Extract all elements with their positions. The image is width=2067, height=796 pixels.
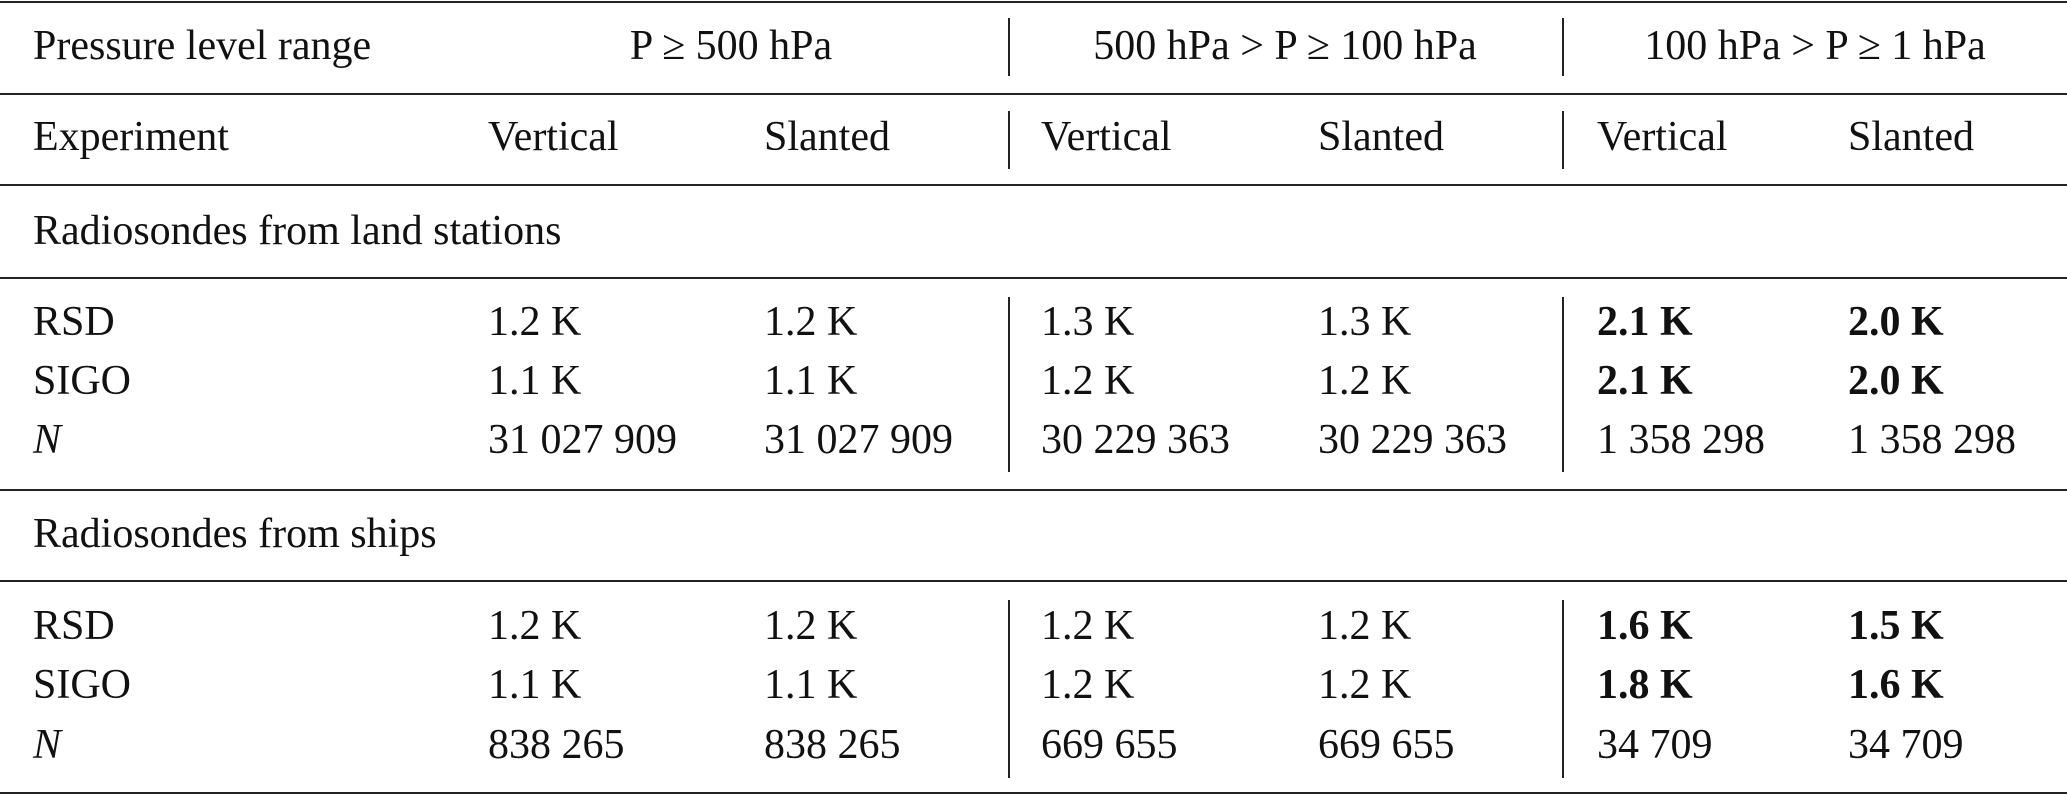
cell: 2.0 K xyxy=(1848,358,1944,404)
cell: 1.2 K xyxy=(1318,603,1412,649)
row-label: N xyxy=(33,722,62,768)
header-cell: Vertical xyxy=(1041,114,1172,160)
rule xyxy=(0,1,2067,3)
rule xyxy=(0,93,2067,95)
header-cell: Slanted xyxy=(1848,114,1974,160)
cell: 31 027 909 xyxy=(488,417,677,463)
header-cell: Experiment xyxy=(33,114,229,160)
rule xyxy=(0,184,2067,186)
separator xyxy=(1562,18,1564,76)
rule xyxy=(0,792,2067,794)
separator xyxy=(1562,111,1564,169)
cell: 1.2 K xyxy=(1041,603,1135,649)
rule xyxy=(0,277,2067,279)
cell: 669 655 xyxy=(1041,722,1178,768)
separator xyxy=(1008,111,1010,169)
cell: 1.5 K xyxy=(1848,603,1944,649)
cell: 1.2 K xyxy=(1318,358,1412,404)
cell: 838 265 xyxy=(488,722,625,768)
rule xyxy=(0,580,2067,582)
header-cell: Slanted xyxy=(1318,114,1444,160)
header-cell: Vertical xyxy=(488,114,619,160)
header-cell: 500 hPa > P ≥ 100 hPa xyxy=(1093,23,1477,69)
cell: 838 265 xyxy=(764,722,901,768)
separator xyxy=(1008,18,1010,76)
cell: 34 709 xyxy=(1597,722,1713,768)
cell: 30 229 363 xyxy=(1318,417,1507,463)
cell: 1.2 K xyxy=(488,299,582,345)
cell: 1.2 K xyxy=(1318,662,1412,708)
cell: 1.2 K xyxy=(1041,662,1135,708)
row-label: SIGO xyxy=(33,662,132,708)
cell: 30 229 363 xyxy=(1041,417,1230,463)
cell: 1.3 K xyxy=(1318,299,1412,345)
header-cell: Vertical xyxy=(1597,114,1728,160)
separator xyxy=(1008,297,1010,472)
row-label: RSD xyxy=(33,299,115,345)
cell: 1.1 K xyxy=(764,358,858,404)
cell: 1 358 298 xyxy=(1848,417,2016,463)
cell: 1.8 K xyxy=(1597,662,1693,708)
cell: 1.6 K xyxy=(1848,662,1944,708)
row-label: N xyxy=(33,417,62,463)
cell: 1.1 K xyxy=(488,358,582,404)
cell: 31 027 909 xyxy=(764,417,953,463)
cell: 1.1 K xyxy=(488,662,582,708)
cell: 2.1 K xyxy=(1597,358,1693,404)
section-title: Radiosondes from land stations xyxy=(33,208,562,254)
cell: 1.2 K xyxy=(764,603,858,649)
rule xyxy=(0,489,2067,491)
row-label: RSD xyxy=(33,603,115,649)
separator xyxy=(1008,600,1010,778)
cell: 2.0 K xyxy=(1848,299,1944,345)
section-title: Radiosondes from ships xyxy=(33,511,437,557)
header-cell: 100 hPa > P ≥ 1 hPa xyxy=(1644,23,1986,69)
cell: 2.1 K xyxy=(1597,299,1693,345)
separator xyxy=(1562,297,1564,472)
cell: 34 709 xyxy=(1848,722,1964,768)
header-cell: Pressure level range xyxy=(33,23,372,69)
row-label: SIGO xyxy=(33,358,132,404)
cell: 1.2 K xyxy=(488,603,582,649)
header-cell: P ≥ 500 hPa xyxy=(629,23,833,69)
separator xyxy=(1562,600,1564,778)
cell: 1.2 K xyxy=(1041,358,1135,404)
cell: 1.6 K xyxy=(1597,603,1693,649)
cell: 1.2 K xyxy=(764,299,858,345)
cell: 1.1 K xyxy=(764,662,858,708)
cell: 669 655 xyxy=(1318,722,1455,768)
cell: 1 358 298 xyxy=(1597,417,1765,463)
cell: 1.3 K xyxy=(1041,299,1135,345)
header-cell: Slanted xyxy=(764,114,890,160)
